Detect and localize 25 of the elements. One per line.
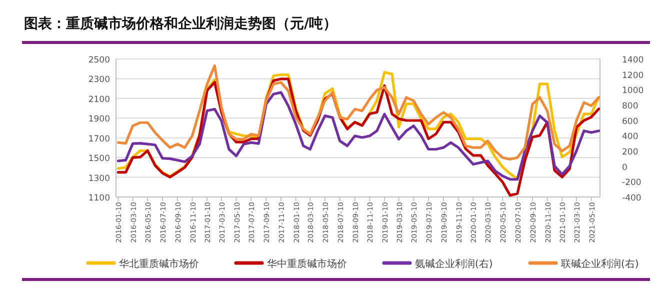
y2-tick-label: -200 — [622, 178, 642, 188]
y2-tick-label: 1200 — [622, 70, 644, 81]
y-tick-label: 2100 — [88, 94, 110, 105]
chart-title: 图表：重质碱市场价格和企业利润走势图（元/吨） — [24, 15, 338, 32]
y-tick-label: 1500 — [88, 154, 110, 164]
y-tick-label: 2500 — [88, 56, 110, 66]
legend-label: 氨碱企业利润(右) — [415, 258, 493, 270]
line-series — [116, 64, 600, 161]
y-tick-label: 1100 — [88, 194, 110, 204]
y2-tick-label: 200 — [622, 148, 638, 158]
y-tick-label: 1700 — [88, 134, 110, 144]
y-tick-label: 1900 — [88, 114, 110, 125]
legend-label: 华中重质碱市场价 — [267, 258, 347, 270]
y2-tick-label: 1000 — [622, 86, 644, 96]
y-tick-label: 2300 — [88, 75, 110, 86]
y-tick-label: 1300 — [88, 174, 110, 184]
y2-tick-label: 0 — [622, 162, 628, 173]
y2-tick-label: 1400 — [622, 56, 644, 66]
legend-label: 联碱企业利润(右) — [561, 258, 639, 270]
y2-tick-label: -400 — [622, 194, 642, 204]
y2-tick-label: 600 — [622, 116, 638, 127]
y2-tick-label: 800 — [622, 102, 638, 112]
line-series — [116, 91, 600, 181]
legend-label: 华北重质碱市场价 — [119, 258, 199, 270]
y2-tick-label: 400 — [622, 132, 638, 142]
